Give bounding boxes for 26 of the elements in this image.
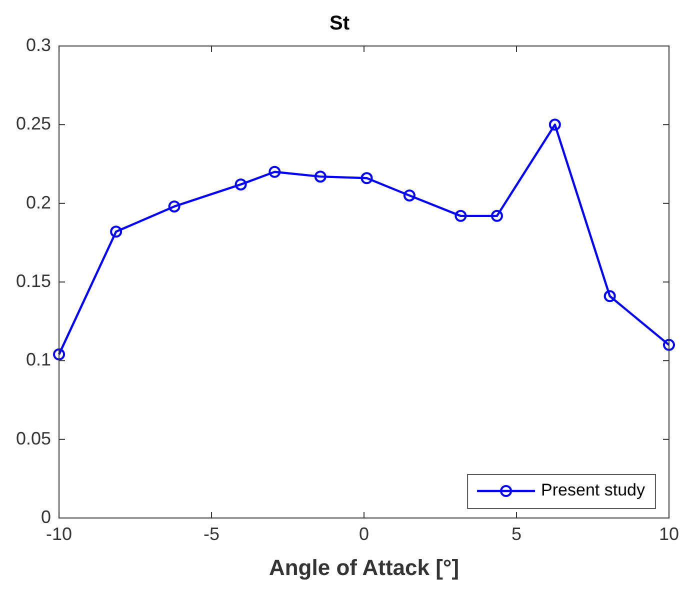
y-tick-label: 0.1 <box>26 350 52 370</box>
x-tick-label: 10 <box>658 524 680 544</box>
point <box>314 170 326 183</box>
point <box>360 172 373 184</box>
x-tick-label: 5 <box>511 524 522 544</box>
point <box>662 338 675 351</box>
y-tick-label: 0.15 <box>16 270 52 291</box>
point <box>234 178 247 190</box>
point <box>490 210 503 222</box>
y-tick-label: 0.3 <box>26 34 52 55</box>
point <box>548 118 561 131</box>
point <box>110 226 122 238</box>
y-tick-label: 0.25 <box>16 114 52 134</box>
point <box>168 200 180 212</box>
point <box>604 290 616 302</box>
x-tick-label: 0 <box>359 524 370 544</box>
x-axis-title: Angle of Attack [°] <box>268 554 460 580</box>
legend-label: Present study <box>541 480 646 500</box>
chart-title: St <box>330 12 350 35</box>
y-tick-label: 0.05 <box>16 428 52 448</box>
point <box>454 210 467 222</box>
y-tick-label: 0.2 <box>26 192 52 212</box>
point <box>53 348 66 360</box>
point <box>268 166 281 178</box>
point <box>403 189 416 202</box>
x-tick-label: -5 <box>204 524 220 544</box>
